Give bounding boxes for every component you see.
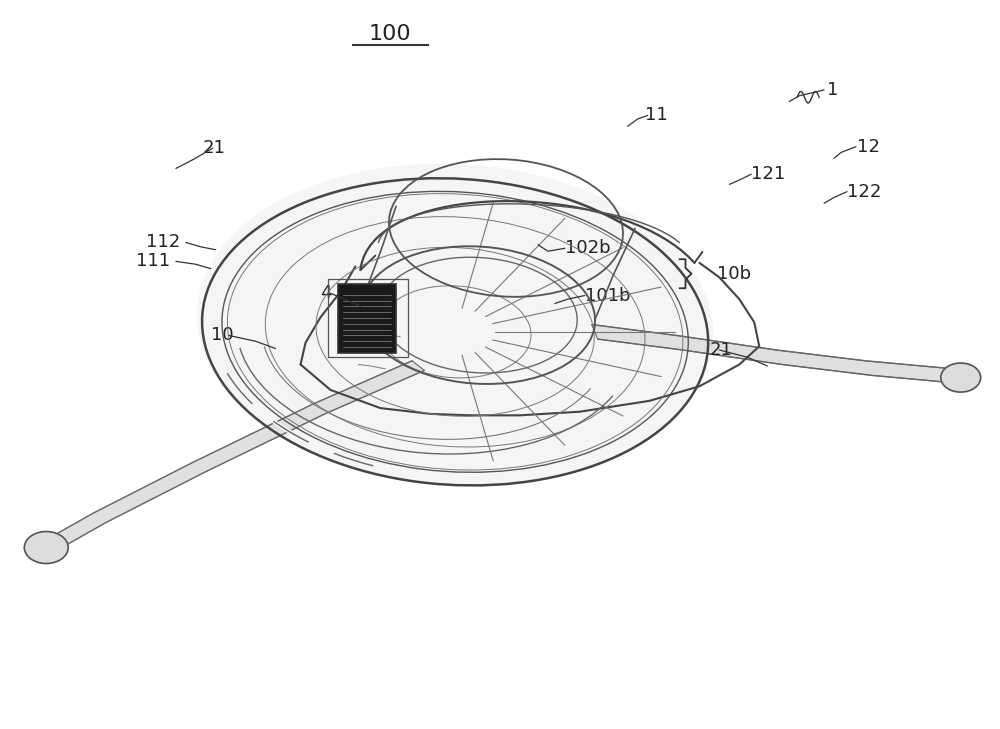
Polygon shape	[48, 361, 424, 548]
Text: 11: 11	[645, 106, 667, 125]
Text: 1: 1	[827, 81, 838, 99]
Text: 10: 10	[211, 327, 233, 344]
Text: 102b: 102b	[565, 239, 610, 257]
Polygon shape	[592, 324, 952, 383]
Circle shape	[24, 531, 68, 564]
Text: 101b: 101b	[585, 286, 630, 305]
Circle shape	[941, 363, 981, 392]
Text: 12: 12	[857, 138, 880, 155]
Text: 122: 122	[847, 183, 881, 200]
Text: 112: 112	[146, 233, 180, 252]
Text: 111: 111	[136, 252, 170, 270]
Text: 121: 121	[751, 165, 786, 183]
Text: 10b: 10b	[717, 265, 752, 283]
Text: 21: 21	[203, 139, 226, 157]
Text: 21: 21	[709, 341, 732, 359]
Text: 4: 4	[320, 284, 332, 303]
Text: 100: 100	[369, 24, 412, 44]
Bar	[338, 284, 396, 353]
Ellipse shape	[197, 164, 713, 486]
